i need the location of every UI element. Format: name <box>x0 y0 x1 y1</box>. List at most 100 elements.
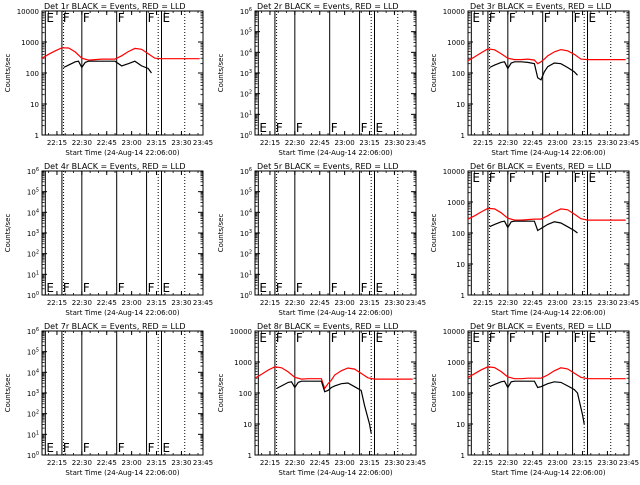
plot-area <box>44 171 186 295</box>
y-tick-label: 102 <box>240 250 252 259</box>
y-tick-label: 10 <box>456 101 465 109</box>
x-axis-label: Start Time (24-Aug-14 22:06:00) <box>65 309 179 317</box>
x-tick-label: 23:15 <box>572 299 592 307</box>
marker-letter: F <box>361 281 368 295</box>
y-axis-label: Counts/sec <box>4 374 12 413</box>
y-tick-label: 104 <box>27 208 39 217</box>
marker-letter: E <box>46 281 54 295</box>
marker-letter: E <box>589 171 597 185</box>
marker-letter: E <box>472 331 480 345</box>
x-tick-label: 23:30 <box>384 299 404 307</box>
marker-letter: F <box>509 171 516 185</box>
x-tick-label: 23:00 <box>335 139 355 147</box>
plot-area <box>42 11 200 135</box>
y-tick-label: 101 <box>240 110 252 119</box>
y-tick-label: 10000 <box>230 328 252 336</box>
y-tick-label: 100 <box>452 390 465 398</box>
lld-series-line <box>468 48 626 65</box>
marker-letter: E <box>46 11 54 25</box>
x-tick-label: 23:30 <box>597 299 617 307</box>
marker-letter: E <box>163 441 171 455</box>
chart-title: Det 2r BLACK = Events, RED = LLD <box>257 2 399 11</box>
y-tick-label: 10 <box>30 101 39 109</box>
lld-series-line <box>255 366 413 390</box>
x-tick-label: 23:00 <box>335 459 355 467</box>
marker-letter: E <box>259 121 267 135</box>
x-tick-label: 23:15 <box>359 299 379 307</box>
x-axis-label: Start Time (24-Aug-14 22:06:00) <box>65 149 179 157</box>
marker-letter: E <box>376 331 384 345</box>
plot-area <box>468 171 626 295</box>
x-tick-label: 22:30 <box>72 459 92 467</box>
marker-letter: F <box>276 121 283 135</box>
x-tick-label: 22:15 <box>473 139 493 147</box>
events-series-line <box>63 60 152 74</box>
y-tick-label: 100 <box>26 70 39 78</box>
x-tick-label: 22:15 <box>260 459 280 467</box>
marker-letter: E <box>259 281 267 295</box>
marker-letter: F <box>148 281 155 295</box>
y-tick-label: 106 <box>27 167 39 176</box>
marker-letter: F <box>83 441 90 455</box>
y-tick-label: 1 <box>461 292 465 300</box>
y-tick-label: 1000 <box>234 359 252 367</box>
x-tick-label: 23:15 <box>146 299 166 307</box>
marker-letter: F <box>63 11 70 25</box>
x-tick-label: 23:45 <box>406 139 426 147</box>
y-tick-label: 104 <box>240 48 252 57</box>
x-tick-label: 23:45 <box>619 299 639 307</box>
x-tick-label: 22:15 <box>473 459 493 467</box>
y-axis-label: Counts/sec <box>217 374 225 413</box>
y-tick-label: 10000 <box>443 168 465 176</box>
x-tick-label: 22:30 <box>498 139 518 147</box>
marker-letter: E <box>376 121 384 135</box>
x-tick-label: 23:30 <box>171 459 191 467</box>
x-tick-label: 23:45 <box>406 459 426 467</box>
y-tick-label: 103 <box>27 229 39 238</box>
marker-letter: E <box>589 11 597 25</box>
x-axis-label: Start Time (24-Aug-14 22:06:00) <box>278 469 392 477</box>
plot-area <box>468 11 626 135</box>
x-tick-label: 22:15 <box>473 299 493 307</box>
y-tick-label: 103 <box>240 229 252 238</box>
plot-frame <box>254 170 417 296</box>
x-axis-label: Start Time (24-Aug-14 22:06:00) <box>278 309 392 317</box>
x-tick-label: 23:45 <box>193 139 213 147</box>
y-tick-label: 104 <box>240 208 252 217</box>
y-tick-label: 10 <box>456 261 465 269</box>
y-tick-label: 101 <box>27 430 39 439</box>
plot-area <box>44 331 186 455</box>
marker-letter: F <box>574 331 581 345</box>
x-tick-label: 22:15 <box>260 139 280 147</box>
y-tick-label: 105 <box>240 188 252 197</box>
y-tick-label: 1000 <box>21 39 39 47</box>
x-axis-label: Start Time (24-Aug-14 22:06:00) <box>278 149 392 157</box>
plot-area <box>257 171 399 295</box>
y-tick-label: 102 <box>27 410 39 419</box>
plot-area <box>257 11 399 135</box>
marker-letter: F <box>331 331 338 345</box>
marker-letter: F <box>489 171 496 185</box>
x-tick-label: 23:30 <box>597 459 617 467</box>
y-tick-label: 101 <box>240 270 252 279</box>
y-tick-label: 1 <box>461 132 465 140</box>
x-tick-label: 22:45 <box>97 139 117 147</box>
y-tick-label: 10 <box>456 421 465 429</box>
plot-frame <box>467 170 630 296</box>
y-tick-label: 104 <box>27 368 39 377</box>
marker-letter: F <box>544 171 551 185</box>
marker-letter: F <box>118 11 125 25</box>
chart-title: Det 3r BLACK = Events, RED = LLD <box>470 2 612 11</box>
chart-panel-2r: Det 2r BLACK = Events, RED = LLD Counts/s… <box>217 2 426 157</box>
y-tick-label: 106 <box>240 7 252 16</box>
chart-panel-8r: Det 8r BLACK = Events, RED = LLD Counts/s… <box>217 322 426 477</box>
y-tick-label: 105 <box>27 188 39 197</box>
chart-panel-5r: Det 5r BLACK = Events, RED = LLD Counts/s… <box>217 162 426 317</box>
y-tick-label: 10 <box>243 421 252 429</box>
chart-panel-7r: Det 7r BLACK = Events, RED = LLD Counts/s… <box>4 322 213 477</box>
marker-letter: F <box>574 171 581 185</box>
x-tick-label: 22:15 <box>47 299 67 307</box>
x-tick-label: 22:30 <box>285 139 305 147</box>
chart-title: Det 6r BLACK = Events, RED = LLD <box>470 162 612 171</box>
y-tick-label: 100 <box>240 291 252 300</box>
